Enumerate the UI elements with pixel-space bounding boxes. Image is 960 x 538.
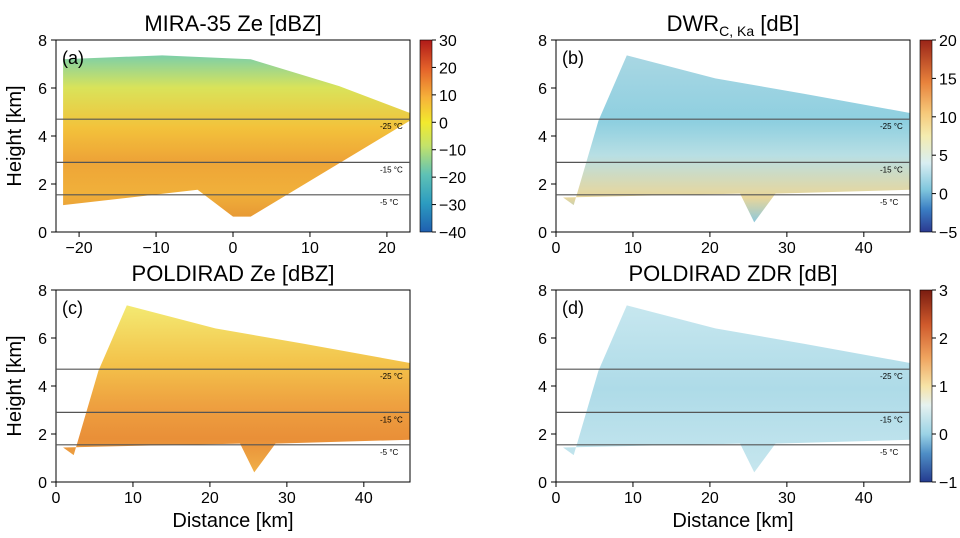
x-tick-label: 0 xyxy=(52,490,61,507)
panel-title: POLDIRAD Ze [dBZ] xyxy=(132,261,335,286)
panel-1: -25 °C -15 °C -5 °C 0 10 20 30 40 0 2 4 6 8 (b) DWRC, … xyxy=(538,11,957,257)
x-tick-label: 10 xyxy=(301,240,319,257)
radar-field xyxy=(63,55,410,217)
isotherm-label: -25 °C xyxy=(380,122,403,131)
panel-title: DWRC, Ka [dB] xyxy=(667,11,800,39)
colorbar-tick-label: 0 xyxy=(439,115,448,132)
x-tick-label: 40 xyxy=(855,490,873,507)
y-tick-label: 2 xyxy=(38,427,47,444)
radar-field xyxy=(563,305,910,473)
colorbar-tick-label: 30 xyxy=(439,33,457,50)
y-tick-label: 8 xyxy=(38,33,47,50)
x-axis-label: Distance [km] xyxy=(672,510,793,532)
colorbar xyxy=(419,39,433,233)
y-tick-label: 0 xyxy=(38,475,47,492)
radar-field xyxy=(563,55,910,223)
colorbar xyxy=(919,289,933,483)
colorbar-tick-label: 5 xyxy=(939,148,948,165)
y-tick-label: 6 xyxy=(38,81,47,98)
colorbar-tick-label: 3 xyxy=(939,283,948,300)
colorbar-tick-label: 20 xyxy=(939,33,957,50)
y-tick-label: 0 xyxy=(538,225,547,242)
y-tick-label: 4 xyxy=(38,129,47,146)
x-tick-label: 20 xyxy=(701,490,719,507)
x-tick-label: 10 xyxy=(124,490,142,507)
x-tick-label: 30 xyxy=(778,490,796,507)
isotherm-label: -25 °C xyxy=(880,122,903,131)
panel-title: MIRA-35 Ze [dBZ] xyxy=(144,11,321,36)
colorbar-tick-label: 10 xyxy=(439,88,457,105)
panel-2: -25 °C -15 °C -5 °C 0 10 20 30 40 0 2 4 6 8 (c) POLDIR… xyxy=(4,261,411,532)
colorbar-tick-label: −30 xyxy=(439,198,466,215)
y-tick-label: 8 xyxy=(538,283,547,300)
y-tick-label: 8 xyxy=(538,33,547,50)
isotherm-label: -25 °C xyxy=(880,372,903,381)
colorbar-tick-label: 1 xyxy=(939,379,948,396)
y-tick-label: 6 xyxy=(538,331,547,348)
x-tick-label: 10 xyxy=(624,490,642,507)
colorbar-tick-label: 20 xyxy=(439,60,457,77)
x-tick-label: −20 xyxy=(66,240,93,257)
isotherm-label: -15 °C xyxy=(380,415,403,424)
isotherm-label: -5 °C xyxy=(880,448,899,457)
isotherm-label: -15 °C xyxy=(880,165,903,174)
colorbar-tick-label: 0 xyxy=(939,187,948,204)
isotherm-label: -15 °C xyxy=(380,165,403,174)
x-tick-label: 20 xyxy=(378,240,396,257)
isotherm-label: -15 °C xyxy=(880,415,903,424)
y-tick-label: 4 xyxy=(538,129,547,146)
colorbar xyxy=(919,39,933,233)
panel-label: (c) xyxy=(62,298,83,318)
x-tick-label: 30 xyxy=(278,490,296,507)
x-tick-label: 20 xyxy=(201,490,219,507)
colorbar-tick-label: 2 xyxy=(939,331,948,348)
x-axis-label: Distance [km] xyxy=(172,510,293,532)
y-axis-label: Height [km] xyxy=(4,85,26,186)
colorbar-tick-label: −20 xyxy=(439,170,466,187)
isotherm-label: -25 °C xyxy=(380,372,403,381)
panel-label: (d) xyxy=(562,298,584,318)
x-tick-label: 10 xyxy=(624,240,642,257)
y-tick-label: 6 xyxy=(538,81,547,98)
y-tick-label: 2 xyxy=(38,177,47,194)
y-tick-label: 0 xyxy=(538,475,547,492)
isotherm-label: -5 °C xyxy=(880,198,899,207)
panel-title: POLDIRAD ZDR [dB] xyxy=(628,261,837,286)
isotherm-label: -5 °C xyxy=(380,448,399,457)
y-tick-label: 2 xyxy=(538,177,547,194)
panel-3: -25 °C-15 °C-5 °C0 10 20 30 4002468(d)POLDIR… xyxy=(538,261,957,532)
y-tick-label: 6 xyxy=(38,331,47,348)
y-tick-label: 8 xyxy=(38,283,47,300)
x-tick-label: 40 xyxy=(855,240,873,257)
y-tick-label: 4 xyxy=(538,379,547,396)
panel-label: (a) xyxy=(62,48,84,68)
colorbar-tick-label: 15 xyxy=(939,71,957,88)
colorbar-tick-label: −1 xyxy=(939,475,957,492)
x-tick-label: 0 xyxy=(552,240,561,257)
colorbar-tick-label: 0 xyxy=(939,427,948,444)
x-tick-label: 30 xyxy=(778,240,796,257)
x-tick-label: 0 xyxy=(229,240,238,257)
panel-0: -25 °C -15 °C -5 °C −20 −10 0 10 20 0 2 4 6 8 (a) MIRA… xyxy=(4,11,466,257)
colorbar-tick-label: −10 xyxy=(439,143,466,160)
x-tick-label: −10 xyxy=(142,240,169,257)
colorbar-tick-label: 10 xyxy=(939,110,957,127)
y-tick-label: 4 xyxy=(38,379,47,396)
y-tick-label: 0 xyxy=(38,225,47,242)
radar-field xyxy=(63,305,410,473)
y-tick-label: 2 xyxy=(538,427,547,444)
colorbar-tick-label: −5 xyxy=(939,225,957,242)
y-axis-label: Height [km] xyxy=(4,335,26,436)
isotherm-label: -5 °C xyxy=(380,198,399,207)
colorbar-tick-label: −40 xyxy=(439,225,466,242)
panel-label: (b) xyxy=(562,48,584,68)
x-tick-label: 0 xyxy=(552,490,561,507)
x-tick-label: 40 xyxy=(355,490,373,507)
x-tick-label: 20 xyxy=(701,240,719,257)
